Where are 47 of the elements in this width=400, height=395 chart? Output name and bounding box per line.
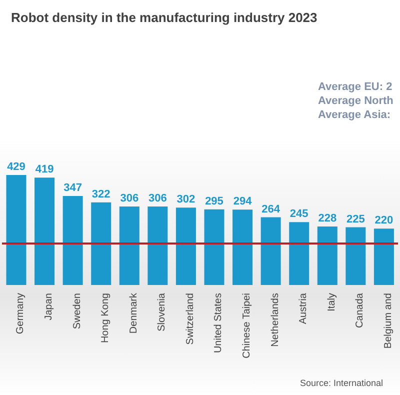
bar xyxy=(374,228,394,285)
bar xyxy=(232,210,253,285)
source-note: Source: International xyxy=(300,378,384,388)
data-label: 306 xyxy=(148,192,167,205)
bar xyxy=(204,209,224,285)
bar xyxy=(260,217,281,285)
x-tick-label: Slovenia xyxy=(156,292,168,332)
x-tick-label: Chinese Taipei xyxy=(242,293,253,358)
data-label: 429 xyxy=(7,161,26,173)
data-label: 245 xyxy=(290,208,308,220)
x-tick-label: Canada xyxy=(354,292,366,328)
bar xyxy=(289,222,310,285)
text: Average EU: 2 xyxy=(318,80,394,94)
bar xyxy=(34,178,55,285)
x-tick-label: Sweden xyxy=(72,293,83,330)
data-label: 419 xyxy=(35,164,54,176)
data-label: 302 xyxy=(176,194,196,206)
bar xyxy=(346,227,366,285)
text: Average Asia: xyxy=(318,108,392,122)
x-tick-label: Denmark xyxy=(128,292,140,334)
text: Average North xyxy=(318,94,394,108)
x-tick-label: Switzerland xyxy=(184,293,196,345)
bar xyxy=(6,175,26,285)
x-tick-label: Netherlands xyxy=(270,293,281,347)
data-label: 322 xyxy=(92,188,110,200)
data-label: 228 xyxy=(318,212,337,225)
data-label: 347 xyxy=(64,182,82,194)
data-label: 295 xyxy=(205,195,224,208)
bar xyxy=(91,202,112,285)
x-tick-label: Japan xyxy=(44,293,55,320)
data-label: 220 xyxy=(374,214,394,227)
x-tick-label: Hong Kong xyxy=(100,293,112,344)
bar xyxy=(148,206,168,285)
x-tick-label: United States xyxy=(213,293,224,354)
x-tick-label: Austria xyxy=(298,292,310,324)
bar xyxy=(119,206,140,285)
data-label: 306 xyxy=(120,192,139,205)
x-tick-label: Germany xyxy=(15,293,26,334)
data-label: 264 xyxy=(262,203,281,216)
bar xyxy=(317,226,338,285)
data-label: 294 xyxy=(233,196,253,208)
bar xyxy=(62,196,83,285)
x-tick-label: Italy xyxy=(326,293,338,312)
chart-title: Robot density in the manufacturing industry 2023 xyxy=(11,10,318,25)
x-tick-label: Belgium and xyxy=(382,293,394,349)
bar xyxy=(176,208,196,285)
data-label: 225 xyxy=(346,213,365,226)
